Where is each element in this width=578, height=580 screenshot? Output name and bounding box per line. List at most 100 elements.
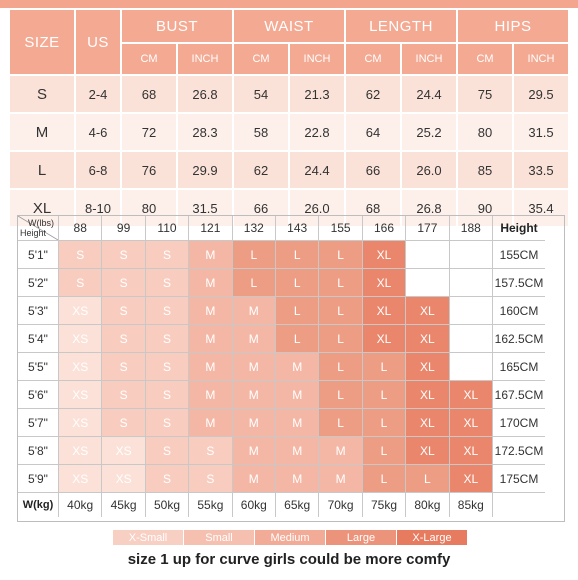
table-cell: 26.0 — [402, 152, 456, 188]
height-ft-label: 5'5" — [18, 353, 59, 381]
legend-item: Small — [183, 530, 254, 545]
size-cell: L — [362, 353, 407, 381]
top-accent-strip — [0, 0, 578, 8]
size-cell: S — [189, 465, 233, 493]
grid-corner: W(lbs) Height — [18, 216, 59, 241]
size-cell: S — [102, 381, 146, 409]
table-cell: 25.2 — [402, 114, 456, 150]
size-cell: L — [276, 325, 320, 353]
size-cell: M — [232, 353, 276, 381]
size-cell: XL — [362, 297, 407, 325]
table-cell: S — [10, 76, 74, 112]
size-cell: L — [319, 325, 363, 353]
size-cell — [449, 241, 493, 269]
size-cell: M — [232, 437, 276, 465]
size-cell — [449, 353, 493, 381]
size-cell: M — [232, 297, 276, 325]
legend-item: Medium — [254, 530, 325, 545]
height-cm-label: 155CM — [493, 241, 545, 269]
size-cell: XL — [406, 297, 450, 325]
table-cell: 28.3 — [178, 114, 232, 150]
height-ft-label: 5'2" — [18, 269, 59, 297]
size-cell: XS — [59, 437, 103, 465]
unit-header: INCH — [402, 44, 456, 74]
height-cm-header: Height — [493, 216, 545, 241]
weight-lbs-header: 166 — [362, 216, 407, 241]
size-cell: M — [276, 437, 320, 465]
table-cell: 35.4 — [514, 190, 568, 226]
size-cell: S — [145, 353, 190, 381]
weight-kg-label: W(kg) — [18, 493, 59, 517]
table-cell: 66 — [346, 152, 400, 188]
size-cell: S — [145, 409, 190, 437]
size-cell: S — [102, 241, 146, 269]
weight-kg-value: 80kg — [406, 493, 450, 517]
size-cell: M — [189, 381, 233, 409]
size-cell — [406, 269, 450, 297]
size-cell: S — [145, 325, 190, 353]
table-cell: 31.5 — [514, 114, 568, 150]
height-cm-label: 167.5CM — [493, 381, 545, 409]
unit-header: CM — [346, 44, 400, 74]
unit-header: CM — [458, 44, 512, 74]
table-cell: 66 — [234, 190, 288, 226]
size-cell: XS — [59, 325, 103, 353]
size-cell: XL — [449, 381, 493, 409]
height-ft-label: 5'7" — [18, 409, 59, 437]
size-cell: XL — [406, 381, 450, 409]
height-ft-label: 5'4" — [18, 325, 59, 353]
legend-item: Large — [325, 530, 396, 545]
weight-lbs-header: 177 — [406, 216, 450, 241]
weight-kg-value: 60kg — [233, 493, 276, 517]
height-cm-label: 165CM — [493, 353, 545, 381]
table-cell: 68 — [122, 76, 176, 112]
corner-weight-label: W(lbs) — [28, 218, 54, 228]
weight-kg-value: 75kg — [363, 493, 407, 517]
unit-header: CM — [234, 44, 288, 74]
weight-kg-value: 50kg — [146, 493, 190, 517]
corner-height-label: Height — [20, 228, 47, 238]
size-cell: M — [189, 297, 233, 325]
size-cell: XL — [449, 465, 493, 493]
size-cell: S — [145, 241, 190, 269]
weight-lbs-header: 110 — [145, 216, 190, 241]
table-cell: 8-10 — [76, 190, 120, 226]
height-ft-label: 5'1" — [18, 241, 59, 269]
table-cell: 54 — [234, 76, 288, 112]
size-cell: M — [189, 409, 233, 437]
table-cell: L — [10, 152, 74, 188]
unit-header: INCH — [178, 44, 232, 74]
table-cell: 21.3 — [290, 76, 344, 112]
table-cell: 24.4 — [290, 152, 344, 188]
size-cell: S — [189, 437, 233, 465]
size-cell: L — [276, 297, 320, 325]
size-cell: M — [189, 353, 233, 381]
size-measurement-table: SIZE US BUST CM INCH WAIST CM INCH LENGTH CM INCH H… — [10, 10, 568, 226]
size-cell: L — [276, 241, 320, 269]
table-cell: 58 — [234, 114, 288, 150]
table-cell: 75 — [458, 76, 512, 112]
size-cell: XS — [102, 437, 146, 465]
size-cell: XL — [362, 325, 407, 353]
size-cell: L — [406, 465, 450, 493]
height-cm-label: 157.5CM — [493, 269, 545, 297]
legend-item: X-Large — [396, 530, 467, 545]
size-cell: M — [276, 465, 320, 493]
size-cell: M — [276, 381, 320, 409]
group-header: LENGTH — [346, 10, 456, 42]
size-cell: L — [362, 409, 407, 437]
table-cell: 4-6 — [76, 114, 120, 150]
size-cell: M — [276, 353, 320, 381]
size-cell — [449, 325, 493, 353]
height-ft-label: 5'8" — [18, 437, 59, 465]
table-cell: 26.0 — [290, 190, 344, 226]
weight-lbs-header: 143 — [276, 216, 320, 241]
group-header: WAIST — [234, 10, 344, 42]
size-cell: XS — [59, 381, 103, 409]
weight-lbs-header: 121 — [189, 216, 233, 241]
unit-header: INCH — [514, 44, 568, 74]
weight-lbs-header: 132 — [232, 216, 276, 241]
table-cell: 85 — [458, 152, 512, 188]
size-cell: S — [102, 353, 146, 381]
size-cell: L — [319, 241, 363, 269]
